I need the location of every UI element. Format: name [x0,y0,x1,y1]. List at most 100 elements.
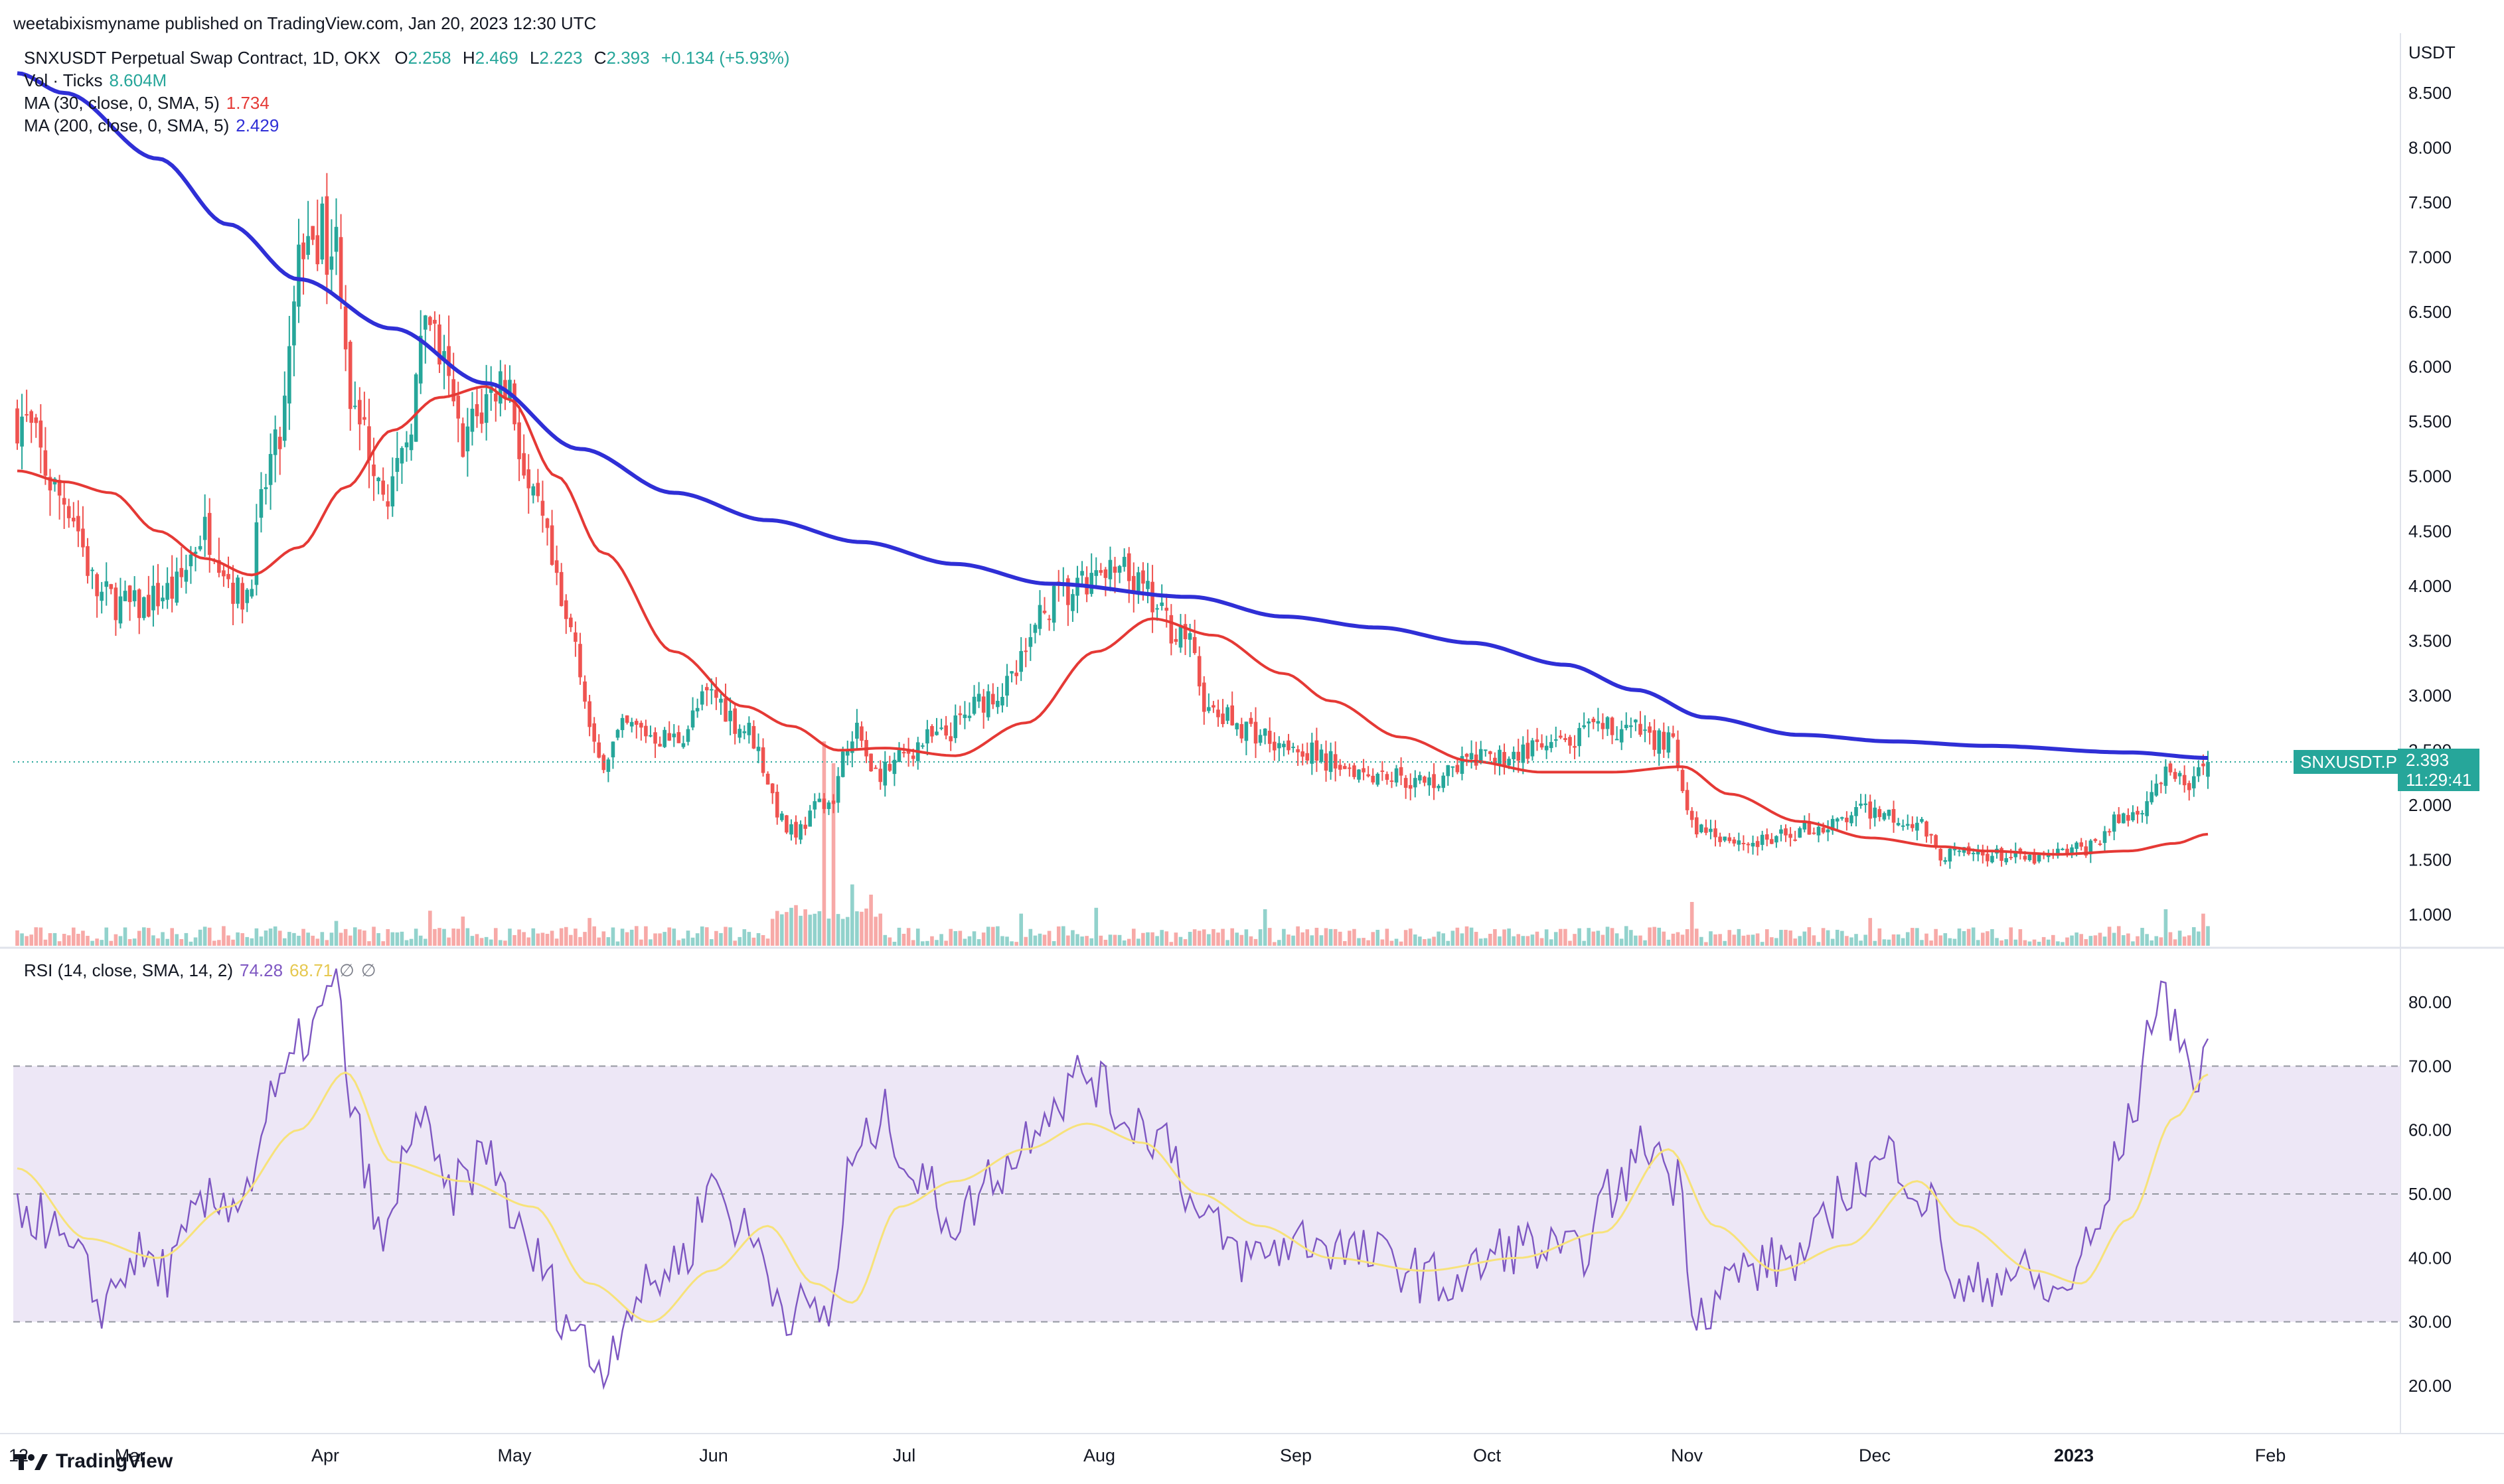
candle-body [1732,839,1737,844]
volume-bar [1694,928,1699,946]
candle [883,751,888,797]
candle-body [550,525,554,565]
candle-body [2145,801,2149,816]
volume-bar [240,933,244,946]
volume-legend[interactable]: Vol · Ticks 8.604M [24,70,167,91]
candle-body [606,759,611,773]
volume-bar [390,932,395,946]
volume-bar [1202,929,1206,946]
volume-bar [156,938,160,946]
candle-body [1244,721,1249,741]
time-tick-label: Oct [1473,1446,1502,1465]
volume-bars [15,741,2210,946]
candle-body [1840,817,1844,819]
candle [264,473,268,505]
candle [574,621,578,657]
candle [1319,744,1324,764]
candle-body [578,644,582,678]
volume-bar [503,940,507,946]
volume-bar [2102,936,2107,946]
volume-bar [2126,933,2130,946]
candle-body [869,753,873,772]
candle [100,581,104,614]
candle [1427,771,1431,796]
candle-body [1028,637,1033,647]
volume-bar [1859,940,1863,946]
candle-body [1502,752,1506,767]
candle-body [1746,844,1751,846]
volume-bar [1413,934,1417,946]
candle [1764,828,1769,847]
candle [1498,745,1502,776]
volume-bar [2150,940,2154,946]
volume-bar [1478,938,1483,946]
candle-body [1849,815,1853,824]
candle [1976,844,1980,861]
candle-body [1891,809,1896,823]
candle-body [1305,753,1310,761]
volume-bar [1071,930,1075,946]
volume-bar [339,932,343,946]
candle [1694,811,1699,838]
volume-bar [803,909,807,946]
candle-body [540,500,545,516]
candle [794,815,798,845]
ma200-legend[interactable]: MA (200, close, 0, SMA, 5) 2.429 [24,115,279,136]
candle [1225,704,1229,724]
publisher-line: weetabixismyname published on TradingVie… [13,13,597,33]
volume-bar [418,935,423,946]
volume-bar [1178,936,1183,946]
volume-bar [1934,928,1938,946]
candle-body [949,736,953,741]
volume-bar [1516,934,1521,946]
candle [663,727,666,749]
volume-bar [2192,927,2196,946]
candle [362,392,366,425]
candle [1460,746,1464,780]
candle-body [813,801,817,810]
candle-body [1014,672,1018,676]
tradingview-brand[interactable]: TradingView [13,1450,173,1473]
candle [1296,745,1300,766]
candle-body [634,721,639,725]
ma30-legend[interactable]: MA (30, close, 0, SMA, 5) 1.734 [24,93,270,113]
rsi-label: RSI (14, close, SMA, 14, 2) [24,960,234,980]
price-tick-label: 7.000 [2408,248,2452,267]
candle-body [1089,573,1094,594]
candle [1239,717,1244,743]
volume-bar [1028,928,1033,946]
candle [597,734,601,759]
volume-bar [217,940,221,946]
candle [1751,835,1755,855]
time-tick-label: Aug [1083,1446,1115,1465]
candle [90,567,94,589]
rsi-legend[interactable]: RSI (14, close, SMA, 14, 2) 74.28 68.71 ∅ ∅ [24,960,376,981]
candle-body [1450,766,1455,768]
volume-bar [400,931,404,946]
volume-bar [1291,935,1295,946]
candle-body [1399,767,1403,776]
candle [967,702,972,721]
candle-body [1108,559,1113,579]
volume-bar [935,940,939,946]
candle [1882,811,1887,822]
volume-bar [770,919,775,946]
candle-body [1352,765,1356,777]
candle [2056,842,2060,859]
candle-body [39,420,43,448]
candle-body [71,518,76,522]
volume-bar [2154,936,2159,946]
candle [1324,740,1328,782]
volume-bar [48,933,52,946]
volume-bar [1131,928,1136,946]
volume-bar [57,941,62,946]
candle-body [493,394,498,402]
volume-bar [1446,940,1450,946]
candle [704,683,709,706]
candle-body [1764,834,1769,840]
volume-bar [1957,928,1962,946]
volume-bar [207,927,212,946]
volume-bar [1746,934,1751,946]
candle [423,315,428,364]
